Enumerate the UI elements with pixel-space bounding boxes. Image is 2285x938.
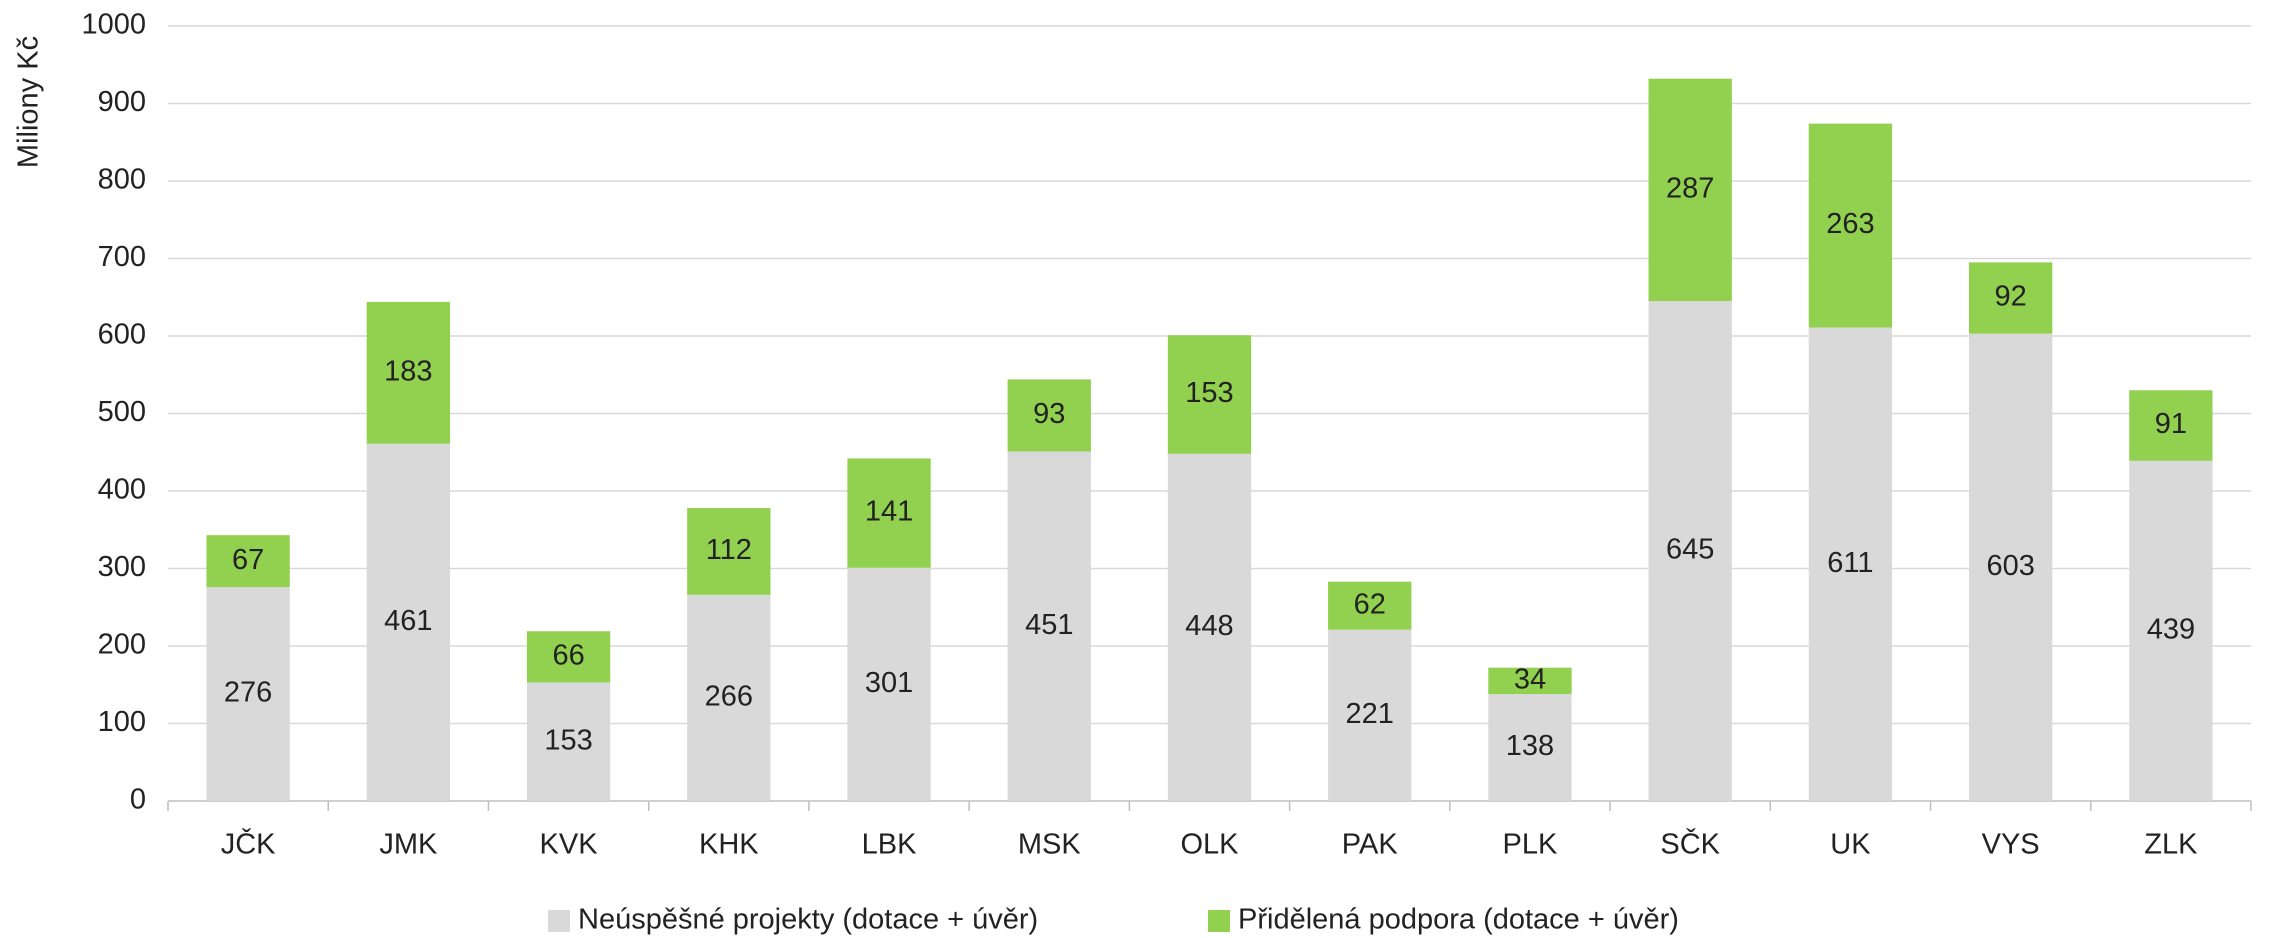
y-axis-label: Miliony Kč xyxy=(13,36,45,168)
data-label: 448 xyxy=(1185,610,1233,642)
bar-segment xyxy=(1808,327,1893,801)
bar-segment xyxy=(526,682,611,801)
bar-segment xyxy=(1488,694,1572,801)
data-label: 603 xyxy=(1986,550,2034,582)
data-label: 66 xyxy=(552,640,584,672)
y-tick-label: 200 xyxy=(98,629,146,661)
bar-segment xyxy=(847,567,931,801)
y-tick-label: 500 xyxy=(98,396,146,428)
data-label: 183 xyxy=(384,355,432,387)
y-tick-label: 400 xyxy=(98,474,146,506)
bar-segment xyxy=(1648,78,1732,302)
legend-swatch xyxy=(1208,910,1230,932)
x-tick-label: SČK xyxy=(1660,827,1720,861)
data-label: 221 xyxy=(1346,698,1394,730)
bar-segment xyxy=(2129,390,2213,461)
bar-segment xyxy=(1488,667,1572,695)
x-tick-label: MSK xyxy=(1018,829,1082,861)
y-tick-label: 300 xyxy=(98,551,146,583)
data-label: 67 xyxy=(232,544,264,576)
y-tick-label: 0 xyxy=(130,784,146,816)
y-tick-label: 900 xyxy=(98,86,146,118)
data-label: 276 xyxy=(224,677,272,709)
bar-segment xyxy=(2129,460,2213,801)
bar-segment xyxy=(1167,335,1252,454)
bar-segment xyxy=(847,458,931,568)
data-label: 34 xyxy=(1514,664,1546,696)
bar-segment xyxy=(1007,379,1091,452)
data-label: 266 xyxy=(705,681,753,713)
data-label: 112 xyxy=(706,534,752,566)
x-tick-label: LBK xyxy=(862,829,917,861)
y-tick-label: 1000 xyxy=(81,9,146,41)
x-tick-label: OLK xyxy=(1180,829,1239,861)
data-label: 461 xyxy=(384,605,432,637)
data-label: 451 xyxy=(1025,609,1073,641)
data-label: 138 xyxy=(1506,730,1554,762)
data-label: 645 xyxy=(1666,534,1714,566)
bar-segment xyxy=(1808,123,1893,328)
x-tick-label: VYS xyxy=(1982,829,2040,861)
x-tick-label: JMK xyxy=(379,829,438,861)
x-tick-label: KHK xyxy=(699,829,759,861)
bar-segment xyxy=(366,301,451,444)
bar-segment xyxy=(1328,581,1412,630)
data-label: 92 xyxy=(1995,281,2027,313)
data-label: 91 xyxy=(2155,408,2187,440)
data-label: 611 xyxy=(1827,547,1873,579)
bar-segment xyxy=(1167,453,1252,801)
x-tick-label: PLK xyxy=(1503,829,1558,861)
data-label: 62 xyxy=(1354,588,1386,620)
bar-segment xyxy=(1968,333,2053,801)
y-tick-label: 100 xyxy=(98,706,146,738)
bar-segment xyxy=(526,631,611,683)
bar-segment xyxy=(687,508,771,595)
bar-segment xyxy=(1648,301,1732,801)
y-tick-label: 600 xyxy=(98,319,146,351)
bar-segment xyxy=(687,594,771,801)
data-label: 141 xyxy=(865,496,913,528)
data-label: 153 xyxy=(1185,377,1233,409)
y-tick-label: 800 xyxy=(98,164,146,196)
data-label: 153 xyxy=(544,724,592,756)
x-tick-label: KVK xyxy=(540,829,599,861)
data-label: 287 xyxy=(1666,173,1714,205)
bar-segment xyxy=(1328,629,1412,801)
bar-segment xyxy=(206,535,290,588)
data-label: 301 xyxy=(865,667,913,699)
legend-label: Přidělená podpora (dotace + úvěr) xyxy=(1238,904,1679,936)
y-tick-label: 700 xyxy=(98,241,146,273)
x-tick-label: UK xyxy=(1830,829,1871,861)
legend-swatch xyxy=(548,910,570,932)
bar-segment xyxy=(1007,451,1091,801)
data-label: 263 xyxy=(1826,208,1874,240)
x-tick-label: JČK xyxy=(221,827,276,861)
bar-segment xyxy=(366,443,451,801)
data-label: 439 xyxy=(2147,614,2195,646)
bar-segment xyxy=(1968,262,2053,334)
x-tick-label: PAK xyxy=(1342,829,1399,861)
x-tick-label: ZLK xyxy=(2144,829,2198,861)
data-label: 93 xyxy=(1033,398,1065,430)
legend-label: Neúspěšné projekty (dotace + úvěr) xyxy=(578,904,1038,936)
bar-segment xyxy=(206,587,290,801)
